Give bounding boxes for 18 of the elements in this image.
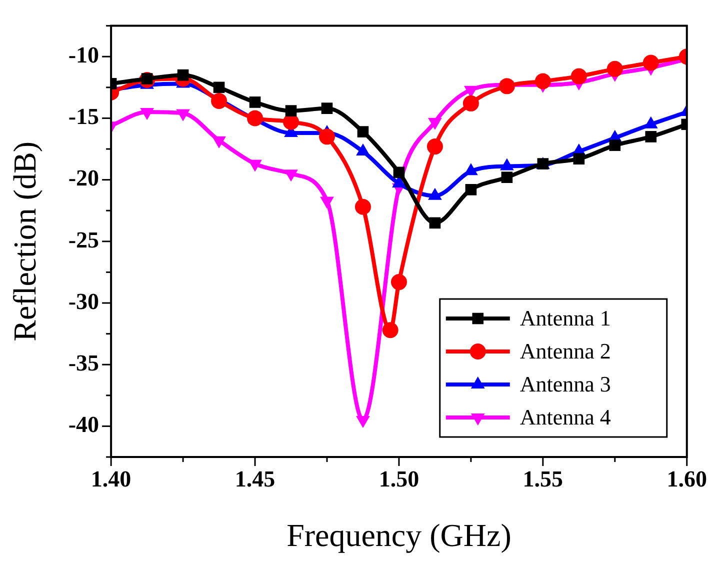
x-tick-label: 1.50 bbox=[378, 466, 420, 492]
x-tick-label: 1.45 bbox=[234, 466, 276, 492]
x-axis-title: Frequency (GHz) bbox=[286, 517, 512, 554]
legend-label: Antenna 1 bbox=[520, 305, 611, 330]
x-tick-label: 1.40 bbox=[90, 466, 132, 492]
legend-label: Antenna 3 bbox=[520, 371, 611, 396]
y-tick-label: -40 bbox=[68, 412, 100, 438]
y-tick-label: -25 bbox=[68, 227, 100, 252]
y-tick-label: -10 bbox=[68, 42, 100, 68]
legend-label: Antenna 4 bbox=[520, 404, 611, 430]
x-tick-label: 1.60 bbox=[666, 466, 707, 492]
y-tick-label: -20 bbox=[68, 166, 100, 191]
y-tick-label: -35 bbox=[68, 350, 100, 376]
y-tick-label: -15 bbox=[68, 104, 100, 130]
y-axis-title: Reflection (dB) bbox=[6, 141, 43, 342]
legend-label: Antenna 2 bbox=[520, 338, 611, 364]
y-tick-label: -30 bbox=[68, 288, 100, 314]
x-tick-label: 1.55 bbox=[522, 466, 564, 492]
